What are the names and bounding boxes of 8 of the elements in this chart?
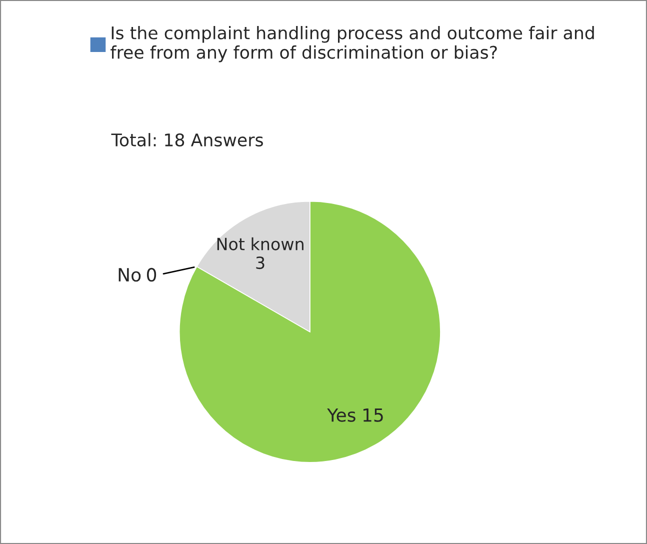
- data-label: 15: [363, 408, 383, 422]
- data-label: 3: [256, 256, 264, 270]
- text: Total: 18 Answers: [111, 133, 263, 146]
- text: 0: [146, 268, 156, 282]
- slice-label: Yes: [327, 408, 356, 422]
- slice-label: Is the complaint handling process and outcome fair and free from any form of discrimination or bias?: [110, 26, 594, 62]
- slice-label: Not known: [217, 237, 304, 250]
- category-label: No: [118, 268, 141, 282]
